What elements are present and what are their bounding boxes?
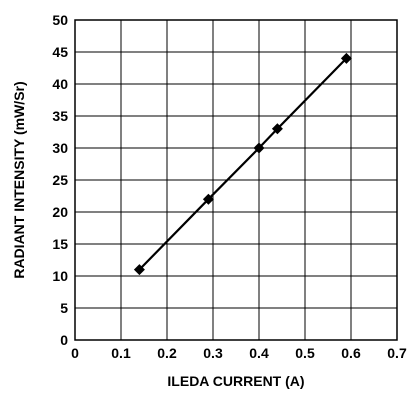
y-tick-label: 5: [60, 300, 68, 316]
y-tick-label: 40: [52, 76, 68, 92]
x-tick-label: 0.2: [157, 345, 177, 361]
x-tick-label: 0.1: [111, 345, 131, 361]
x-tick-label: 0.4: [249, 345, 269, 361]
y-tick-label: 10: [52, 268, 68, 284]
x-axis-label: ILEDA CURRENT (A): [167, 373, 304, 389]
x-tick-label: 0.6: [341, 345, 361, 361]
x-tick-labels: 0 0.1 0.2 0.3 0.4 0.5 0.6 0.7: [71, 345, 407, 361]
series-line: [138, 57, 348, 271]
y-tick-label: 35: [52, 108, 68, 124]
y-tick-label: 50: [52, 12, 68, 28]
plot-frame: [74, 19, 398, 341]
y-tick-label: 30: [52, 140, 68, 156]
data-point-marker: [340, 52, 352, 64]
y-tick-label: 0: [60, 332, 68, 348]
y-tick-label: 15: [52, 236, 68, 252]
y-axis-label: RADIANT INTENSITY (mW/Sr): [11, 81, 27, 278]
data-point-marker: [271, 123, 283, 135]
y-tick-label: 45: [52, 44, 68, 60]
data-point-marker: [202, 193, 214, 205]
x-tick-label: 0.5: [295, 345, 315, 361]
data-point-marker: [133, 264, 145, 276]
y-tick-label: 20: [52, 204, 68, 220]
y-tick-label: 25: [52, 172, 68, 188]
series-group: [133, 52, 352, 276]
y-tick-labels: 0 5 10 15 20 25 30 35 40 45 50: [52, 12, 68, 348]
x-tick-label: 0.3: [203, 345, 223, 361]
grid: [75, 20, 397, 340]
x-tick-label: 0.7: [387, 345, 407, 361]
x-tick-label: 0: [71, 345, 79, 361]
data-point-marker: [253, 142, 265, 154]
